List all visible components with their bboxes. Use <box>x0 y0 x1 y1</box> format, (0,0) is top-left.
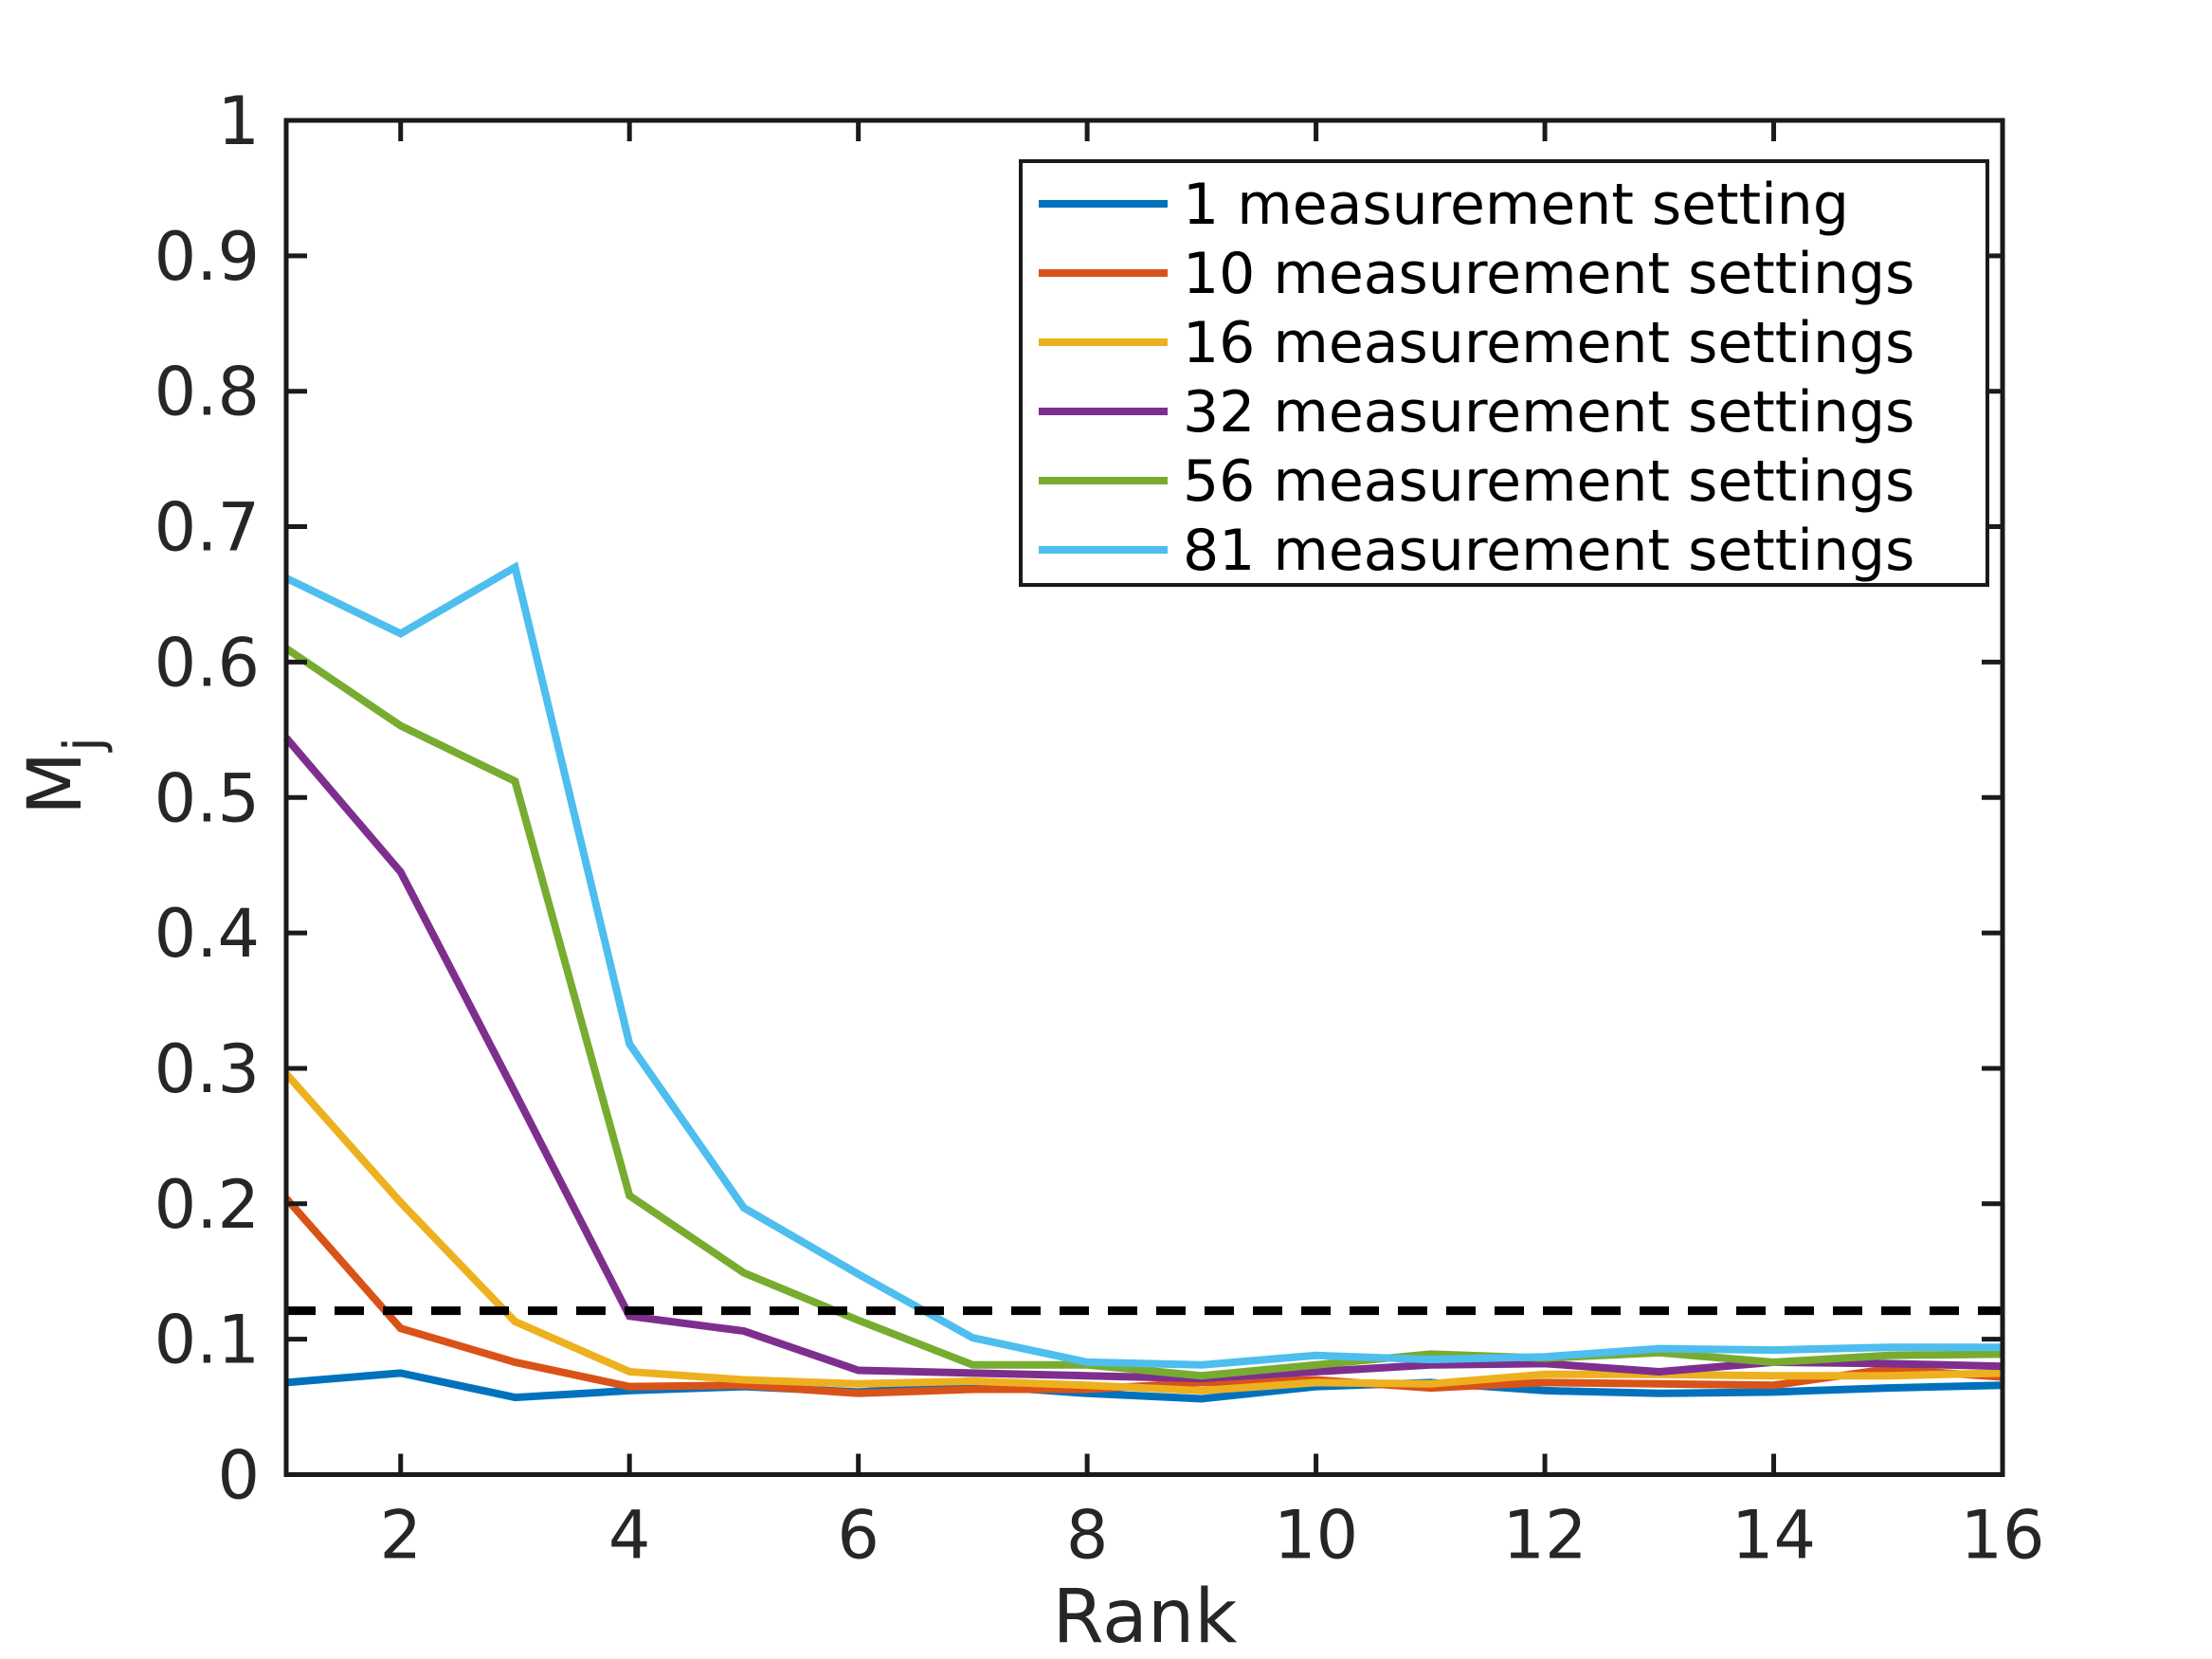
y-tick-label: 0.4 <box>154 895 260 973</box>
legend-label-1: 1 measurement setting <box>1183 172 1849 238</box>
x-axis-label: Rank <box>1053 1575 1238 1659</box>
x-tick-label: 16 <box>1960 1497 2044 1575</box>
y-tick-label: 0 <box>217 1437 260 1515</box>
x-tick-label: 2 <box>379 1497 422 1575</box>
series-line-6 <box>284 561 2003 1369</box>
x-tick-label: 4 <box>608 1497 651 1575</box>
y-tick-label: 0.7 <box>154 489 260 567</box>
y-axis-label: Mj <box>13 737 115 815</box>
y-tick-label: 0.6 <box>154 624 260 702</box>
legend-box <box>1019 159 1989 587</box>
legend-label-5: 56 measurement settings <box>1183 448 1914 515</box>
y-tick-label: 0.2 <box>154 1166 260 1244</box>
y-axis-label-subscript: j <box>53 737 115 754</box>
series-line-3 <box>283 1071 2003 1395</box>
legend-label-3: 16 measurement settings <box>1183 310 1914 376</box>
y-tick-label: 0.8 <box>154 354 260 431</box>
y-tick-label: 0.9 <box>154 218 260 296</box>
legend-label-2: 10 measurement settings <box>1183 241 1914 307</box>
series-line-5 <box>283 645 2003 1380</box>
y-tick-label: 0.5 <box>154 759 260 837</box>
y-tick-label: 1 <box>217 82 260 160</box>
x-tick-label: 12 <box>1503 1497 1587 1575</box>
x-tick-label: 14 <box>1732 1497 1816 1575</box>
y-tick-label: 0.1 <box>154 1302 260 1379</box>
x-tick-label: 10 <box>1274 1497 1358 1575</box>
series-line-4 <box>282 735 2003 1383</box>
x-tick-label: 8 <box>1066 1497 1109 1575</box>
legend-label-4: 32 measurement settings <box>1183 379 1914 446</box>
y-axis-label-base: M <box>13 752 99 815</box>
legend-label-6: 81 measurement settings <box>1183 518 1914 584</box>
axis-tick-labels: 2 4 6 8 10 12 14 16 0 0.1 0.2 0.3 0.4 0.5 0.6 0.7 0.8 0.9… <box>154 82 2045 1575</box>
axis-ticks <box>286 118 2005 1477</box>
series-line-1 <box>285 1369 2003 1403</box>
series-lines <box>282 561 2003 1403</box>
x-tick-label: 6 <box>837 1497 879 1575</box>
y-tick-label: 0.3 <box>154 1030 260 1108</box>
